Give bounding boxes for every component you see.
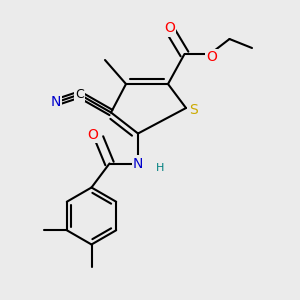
Text: S: S	[189, 103, 198, 116]
Text: N: N	[133, 157, 143, 170]
Text: N: N	[50, 95, 61, 109]
Text: O: O	[88, 128, 98, 142]
Text: C: C	[75, 88, 84, 101]
Text: O: O	[164, 22, 175, 35]
Text: H: H	[156, 163, 164, 173]
Text: O: O	[206, 50, 217, 64]
